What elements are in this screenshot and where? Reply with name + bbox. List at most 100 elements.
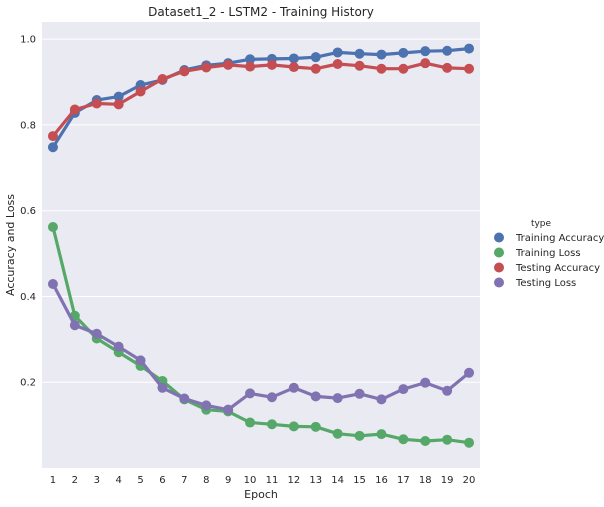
legend-label: Training Accuracy [515,233,604,244]
data-point [266,392,277,403]
x-tick-label: 14 [331,475,344,486]
data-point [201,62,212,73]
data-point [332,428,343,439]
data-point [420,58,431,69]
x-tick-label: 10 [244,475,257,486]
data-point [245,61,256,72]
legend: type Training Accuracy Training Loss Testi… [494,219,604,289]
data-point [245,417,256,428]
data-point [157,74,168,85]
data-point [288,62,299,73]
data-point [310,391,321,402]
data-point [113,91,124,102]
data-point [354,48,365,59]
legend-item: Training Loss [494,247,581,259]
data-point [354,60,365,71]
data-point [266,59,277,70]
plot-area [42,22,480,468]
legend-items: Training Accuracy Training Loss Testing Ac… [494,232,604,289]
data-point [47,131,58,142]
data-point [442,45,453,56]
data-point [464,63,475,74]
data-point [288,421,299,432]
data-point [47,279,58,290]
x-tick-label: 9 [225,475,231,486]
series-layer [47,43,475,448]
x-tick-label: 20 [463,475,476,486]
data-point [442,434,453,445]
x-tick-label: 8 [203,475,209,486]
series-testing-accuracy [47,58,475,142]
data-point [376,49,387,60]
data-point [47,221,58,232]
y-axis-title: Accuracy and Loss [4,194,17,296]
gridlines [42,38,480,383]
data-point [223,59,234,70]
chart-title: Dataset1_2 - LSTM2 - Training History [148,5,374,19]
data-point [113,99,124,110]
data-point [245,388,256,399]
x-tick-label: 1 [50,475,56,486]
data-point [288,53,299,64]
data-point [332,47,343,58]
data-point [69,320,80,331]
x-axis-ticks: 1 2 3 4 5 6 7 8 9 10 11 12 13 14 15 16 17 18 19 20 [50,475,476,486]
data-point [310,63,321,74]
x-tick-label: 6 [159,475,165,486]
x-tick-label: 7 [181,475,187,486]
y-tick-label: 0.8 [20,120,36,131]
series-testing-loss [47,279,475,415]
data-point [398,384,409,395]
x-tick-label: 16 [375,475,388,486]
x-tick-label: 5 [137,475,143,486]
y-tick-label: 1.0 [20,35,36,46]
legend-label: Testing Loss [515,278,576,289]
legend-label: Testing Accuracy [515,263,600,274]
data-point [398,63,409,74]
data-point [91,328,102,339]
data-point [135,86,146,97]
x-tick-label: 4 [115,475,121,486]
legend-marker [494,277,504,288]
legend-item: Testing Loss [494,277,576,289]
data-point [464,43,475,54]
data-point [354,388,365,399]
data-point [201,400,212,411]
data-point [420,377,431,388]
x-tick-label: 12 [287,475,300,486]
data-point [288,382,299,393]
x-tick-label: 18 [419,475,432,486]
x-tick-label: 13 [309,475,322,486]
legend-item: Testing Accuracy [494,262,600,274]
data-point [245,54,256,65]
data-point [464,367,475,378]
x-axis-title: Epoch [244,488,278,501]
data-point [179,66,190,77]
data-point [135,355,146,366]
data-point [420,435,431,446]
y-tick-label: 0.2 [20,378,36,389]
data-point [420,46,431,57]
legend-title: type [531,219,552,229]
x-tick-label: 15 [353,475,366,486]
data-point [47,142,58,153]
x-tick-label: 19 [441,475,454,486]
data-point [398,434,409,445]
data-point [376,429,387,440]
x-tick-label: 2 [72,475,78,486]
legend-marker [494,247,504,258]
data-point [464,437,475,448]
data-point [179,393,190,404]
data-point [266,419,277,430]
data-point [69,104,80,115]
legend-marker [494,262,504,273]
data-point [332,393,343,404]
data-point [442,62,453,73]
data-point [442,385,453,396]
x-tick-label: 3 [94,475,100,486]
y-tick-label: 0.6 [20,206,36,217]
data-point [223,404,234,415]
data-point [310,52,321,63]
data-point [354,430,365,441]
